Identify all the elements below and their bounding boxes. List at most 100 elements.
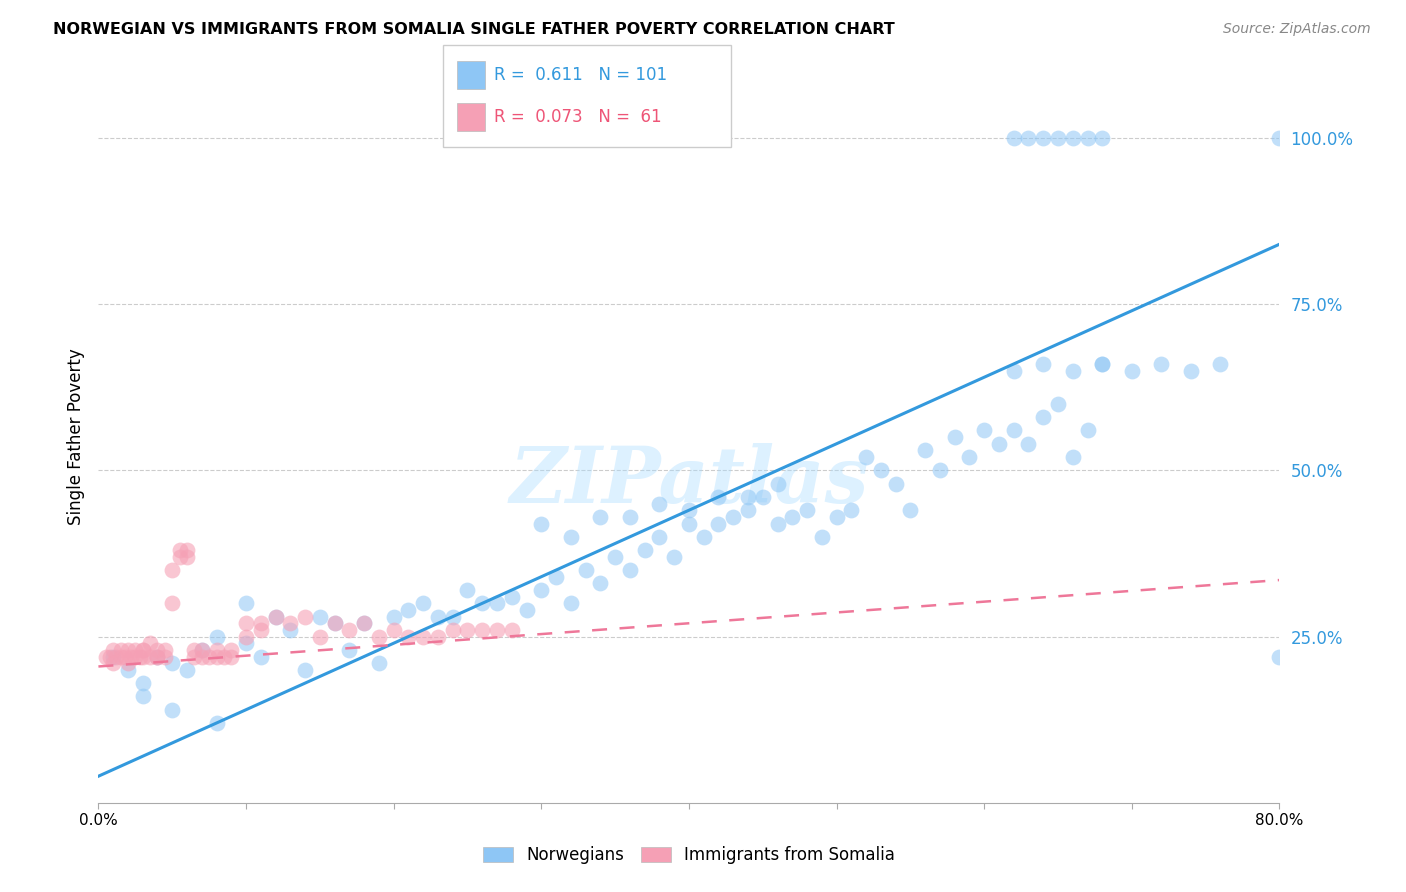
Point: [198, 649, 221, 664]
Text: R =  0.073   N =  61: R = 0.073 N = 61: [494, 108, 661, 126]
Point: [1209, 357, 1232, 371]
Point: [153, 649, 176, 664]
Point: [114, 649, 136, 664]
Point: [398, 603, 420, 617]
Point: [1062, 131, 1084, 145]
Point: [560, 530, 582, 544]
Point: [353, 616, 375, 631]
Point: [1002, 424, 1025, 438]
Point: [339, 623, 361, 637]
Point: [309, 609, 332, 624]
Point: [516, 603, 538, 617]
Point: [139, 649, 162, 664]
Point: [441, 609, 464, 624]
Point: [841, 503, 863, 517]
Point: [323, 616, 346, 631]
Point: [205, 643, 228, 657]
Point: [900, 503, 922, 517]
Point: [339, 643, 361, 657]
Point: [235, 636, 257, 650]
Point: [128, 649, 150, 664]
Point: [766, 516, 789, 531]
Point: [183, 643, 205, 657]
Point: [412, 596, 434, 610]
Point: [1032, 131, 1054, 145]
Point: [412, 630, 434, 644]
Point: [1002, 363, 1025, 377]
Point: [1121, 363, 1143, 377]
Point: [162, 563, 183, 577]
Point: [427, 630, 450, 644]
Point: [132, 643, 155, 657]
Point: [146, 649, 169, 664]
Point: [1091, 357, 1114, 371]
Point: [707, 490, 730, 504]
Point: [1062, 363, 1084, 377]
Point: [589, 509, 612, 524]
Point: [398, 630, 420, 644]
Text: R =  0.611   N = 101: R = 0.611 N = 101: [494, 66, 666, 84]
Point: [1062, 450, 1084, 464]
Point: [1046, 397, 1070, 411]
Point: [162, 596, 183, 610]
Point: [634, 543, 657, 558]
Point: [619, 563, 641, 577]
Point: [914, 443, 936, 458]
Point: [132, 676, 155, 690]
Point: [782, 509, 804, 524]
Y-axis label: Single Father Poverty: Single Father Poverty: [66, 349, 84, 525]
Point: [169, 543, 191, 558]
Point: [1046, 131, 1070, 145]
Point: [221, 649, 243, 664]
Point: [323, 616, 346, 631]
Point: [176, 549, 198, 564]
Point: [280, 623, 302, 637]
Point: [546, 570, 568, 584]
Point: [1032, 410, 1054, 425]
Point: [250, 623, 273, 637]
Point: [723, 509, 745, 524]
Point: [368, 630, 391, 644]
Point: [235, 596, 257, 610]
Point: [117, 663, 139, 677]
Point: [191, 643, 214, 657]
Point: [212, 649, 235, 664]
Point: [1091, 131, 1114, 145]
Point: [132, 643, 155, 657]
Point: [1298, 643, 1320, 657]
Point: [560, 596, 582, 610]
Point: [1268, 649, 1291, 664]
Legend: Norwegians, Immigrants from Somalia: Norwegians, Immigrants from Somalia: [482, 846, 896, 864]
Text: NORWEGIAN VS IMMIGRANTS FROM SOMALIA SINGLE FATHER POVERTY CORRELATION CHART: NORWEGIAN VS IMMIGRANTS FROM SOMALIA SIN…: [53, 22, 896, 37]
Point: [737, 503, 759, 517]
Point: [264, 609, 287, 624]
Point: [294, 609, 316, 624]
Point: [855, 450, 877, 464]
Point: [235, 616, 257, 631]
Point: [678, 503, 700, 517]
Point: [176, 663, 198, 677]
Point: [294, 663, 316, 677]
Point: [471, 596, 494, 610]
Point: [353, 616, 375, 631]
Point: [1313, 131, 1336, 145]
Point: [1298, 131, 1320, 145]
Point: [221, 643, 243, 657]
Point: [103, 649, 125, 664]
Point: [530, 516, 553, 531]
Point: [139, 636, 162, 650]
Point: [110, 643, 132, 657]
Point: [589, 576, 612, 591]
Point: [162, 703, 183, 717]
Point: [103, 643, 125, 657]
Point: [250, 616, 273, 631]
Point: [1032, 357, 1054, 371]
Point: [235, 630, 257, 644]
Point: [664, 549, 686, 564]
Point: [146, 649, 169, 664]
Point: [486, 623, 509, 637]
Point: [796, 503, 818, 517]
Point: [648, 530, 671, 544]
Point: [162, 656, 183, 670]
Point: [124, 643, 146, 657]
